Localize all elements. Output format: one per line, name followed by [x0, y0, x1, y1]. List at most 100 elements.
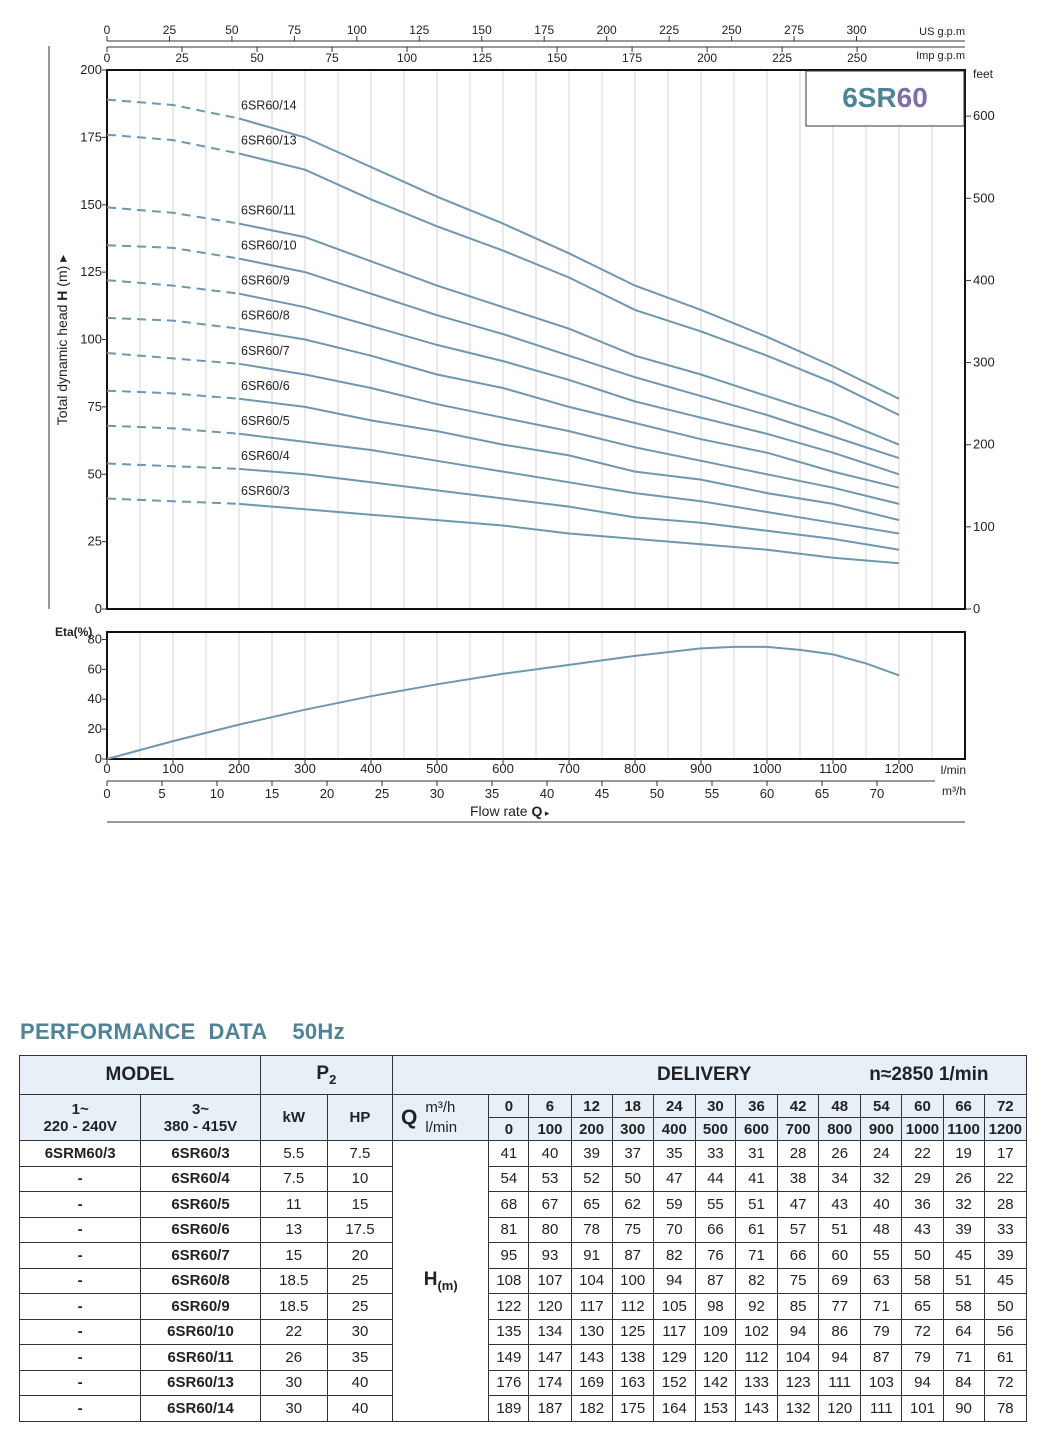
table-row: -6SR60/7 15 20 95 93 91 87 82 76 71 66 60 55 50 45 39 — [18, 1242, 1028, 1269]
single-phase-model-cell: - — [18, 1293, 142, 1320]
head-value-cell: 112 — [611, 1293, 654, 1320]
model-title: 6SR60 — [842, 82, 928, 113]
hp-cell: 17.5 — [326, 1216, 394, 1243]
curve-line — [238, 222, 900, 446]
head-value-cell: 103 — [860, 1369, 903, 1396]
flow-m3h-header: 36 — [734, 1094, 779, 1118]
head-value-cell: 87 — [694, 1267, 736, 1294]
head-value-cell: 36 — [901, 1191, 944, 1218]
head-value-cell: 50 — [983, 1293, 1028, 1320]
lmin-tick-label: 1100 — [819, 761, 847, 776]
head-value-cell: 26 — [818, 1140, 862, 1167]
head-value-cell: 94 — [777, 1318, 820, 1345]
imp-gpm-tick-label: 0 — [104, 51, 111, 65]
single-phase-model-cell: - — [18, 1318, 142, 1345]
flow-m3h-header: 60 — [901, 1094, 944, 1118]
curve-line — [238, 327, 900, 489]
curve-label: 6SR60/4 — [241, 449, 290, 463]
curve-line — [238, 467, 900, 551]
single-phase-model-cell: 6SRM60/3 — [18, 1140, 142, 1167]
kw-cell: 11 — [259, 1191, 328, 1218]
single-phase-model-cell: - — [18, 1344, 142, 1371]
curve-label: 6SR60/9 — [241, 274, 290, 288]
head-value-cell: 66 — [777, 1242, 820, 1269]
head-value-cell: 51 — [942, 1267, 985, 1294]
head-value-cell: 67 — [528, 1191, 572, 1218]
three-phase-model-cell: 6SR60/14 — [140, 1395, 261, 1422]
flow-m3h-header: 48 — [818, 1094, 862, 1118]
hp-cell: 10 — [326, 1165, 394, 1192]
head-value-cell: 58 — [901, 1267, 944, 1294]
head-value-cell: 55 — [694, 1191, 736, 1218]
lmin-tick-label: 1000 — [753, 761, 782, 776]
table-row: -6SR60/13 30 40 176 174 169 163 152 142 133 123 111… — [18, 1369, 1028, 1396]
head-value-cell: 71 — [942, 1344, 985, 1371]
curve-label: 6SR60/11 — [241, 204, 296, 218]
flow-m3h-header: 12 — [570, 1094, 613, 1118]
pump-performance-chart: 0 25 50 75 100 125 150 175 200 225 250 275 300 US g.p… — [48, 23, 995, 823]
three-phase-model-cell: 6SR60/9 — [140, 1293, 261, 1320]
lmin-axis-label: l/min — [941, 763, 966, 777]
feet-tick-label: 100 — [973, 519, 995, 534]
head-value-cell: 130 — [570, 1318, 613, 1345]
head-value-cell: 100 — [611, 1267, 654, 1294]
model-title-box — [805, 70, 965, 127]
head-value-cell: 28 — [777, 1140, 820, 1167]
head-value-cell: 51 — [818, 1216, 862, 1243]
curve-label: 6SR60/14 — [241, 99, 297, 113]
three-phase-header: 3~ 380 - 415V — [140, 1094, 261, 1141]
single-phase-header: 1~ 220 - 240V — [18, 1094, 142, 1141]
head-value-cell: 169 — [570, 1369, 613, 1396]
hp-cell: 7.5 — [326, 1140, 394, 1167]
head-value-cell: 84 — [942, 1369, 985, 1396]
head-value-cell: 59 — [652, 1191, 696, 1218]
flow-lmin-header: 1000 — [901, 1117, 944, 1141]
hp-cell: 40 — [326, 1369, 394, 1396]
head-value-cell: 72 — [901, 1318, 944, 1345]
head-value-cell: 102 — [734, 1318, 779, 1345]
head-value-cell: 123 — [777, 1369, 820, 1396]
head-value-cell: 61 — [734, 1216, 779, 1243]
head-value-cell: 55 — [860, 1242, 903, 1269]
single-phase-model-cell: - — [18, 1242, 142, 1269]
head-value-cell: 28 — [983, 1191, 1028, 1218]
curve-label: 6SR60/8 — [241, 309, 290, 323]
us-gpm-tick-label: 25 — [163, 23, 177, 37]
head-value-cell: 134 — [528, 1318, 572, 1345]
head-value-cell: 70 — [652, 1216, 696, 1243]
lmin-tick-label: 300 — [294, 761, 316, 776]
curve-dashed-segment — [106, 424, 240, 435]
table-row: -6SR60/10 22 30 135 134 130 125 117 109 102 94 86 79… — [18, 1318, 1028, 1345]
eta-y-tick-label: 40 — [88, 691, 102, 706]
eta-y-tick-label: 60 — [88, 661, 102, 676]
head-value-cell: 79 — [860, 1318, 903, 1345]
three-phase-model-cell: 6SR60/8 — [140, 1267, 261, 1294]
eta-y-tick-label: 20 — [88, 721, 102, 736]
head-value-cell: 117 — [652, 1318, 696, 1345]
curve-label: 6SR60/13 — [241, 134, 297, 148]
flow-m3h-header: 42 — [777, 1094, 820, 1118]
flow-lmin-header: 300 — [611, 1117, 654, 1141]
single-phase-model-cell: - — [18, 1165, 142, 1192]
three-phase-model-cell: 6SR60/10 — [140, 1318, 261, 1345]
curve-dashed-segment — [106, 352, 240, 365]
head-value-cell: 164 — [652, 1395, 696, 1422]
head-value-cell: 98 — [694, 1293, 736, 1320]
hp-header: HP — [326, 1094, 394, 1141]
single-phase-model-cell: - — [18, 1369, 142, 1396]
kw-cell: 30 — [259, 1395, 328, 1422]
head-value-cell: 81 — [488, 1216, 530, 1243]
head-value-cell: 104 — [777, 1344, 820, 1371]
single-phase-model-cell: - — [18, 1216, 142, 1243]
head-value-cell: 40 — [860, 1191, 903, 1218]
delivery-header: DELIVERY n≈2850 1/min — [392, 1055, 1027, 1095]
feet-tick-label: 500 — [973, 190, 995, 205]
us-gpm-tick-label: 150 — [472, 23, 492, 37]
head-value-cell: 111 — [818, 1369, 862, 1396]
hp-cell: 40 — [326, 1395, 394, 1422]
head-y-tick-label: 100 — [80, 332, 102, 347]
head-value-cell: 76 — [694, 1242, 736, 1269]
head-value-cell: 120 — [818, 1395, 862, 1422]
feet-tick-label: 600 — [973, 108, 995, 123]
feet-tick-label: 0 — [973, 601, 980, 616]
